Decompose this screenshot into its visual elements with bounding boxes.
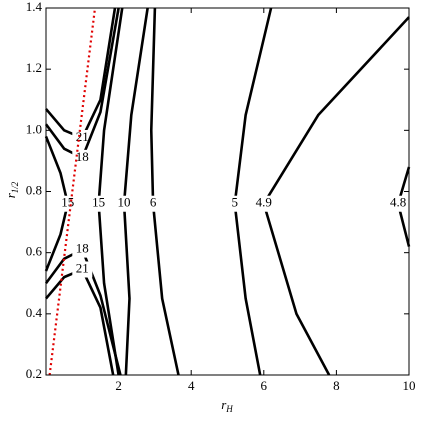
y-tick-label: 0.2 <box>26 366 42 381</box>
contour-label: 21 <box>76 129 89 144</box>
y-tick-label: 0.8 <box>26 182 42 197</box>
contour-line <box>122 7 149 376</box>
x-tick-label: 6 <box>261 378 268 393</box>
contour-label: 18 <box>76 149 89 164</box>
contour-label-bg <box>224 195 245 212</box>
contour-label-bg <box>253 195 274 212</box>
contour-label-bg <box>143 195 164 212</box>
contour-line <box>45 267 115 376</box>
contour-label: 6 <box>150 195 157 210</box>
contour-line <box>149 7 180 376</box>
contour-label: 21 <box>76 260 89 275</box>
x-tick-label: 2 <box>115 378 122 393</box>
reference-line <box>48 7 97 376</box>
contour-label: 10 <box>118 195 131 210</box>
contour-label: 5 <box>232 195 239 210</box>
y-tick-label: 1.2 <box>26 60 42 75</box>
x-label-main: r <box>221 397 227 412</box>
y-tick-label: 1.0 <box>26 121 42 136</box>
y-tick-label: 1.4 <box>26 0 43 14</box>
y-tick-label: 0.6 <box>26 244 43 259</box>
x-label-sub: H <box>225 404 233 414</box>
contour-label-bg <box>114 195 135 212</box>
contour-label: 15 <box>92 195 105 210</box>
contour-line <box>262 16 410 376</box>
contour-line <box>233 7 273 376</box>
contour-label-bg <box>72 261 93 278</box>
y-label-main: r <box>3 192 18 198</box>
contour-label: 4.8 <box>390 195 406 210</box>
y-axis-label: r1/2 <box>3 181 20 198</box>
contour-label: 18 <box>76 241 89 256</box>
y-tick-label: 0.4 <box>26 305 43 320</box>
contour-label-bg <box>388 195 409 212</box>
x-tick-label: 8 <box>333 378 340 393</box>
contour-label-bg <box>72 241 93 258</box>
contour-label-bg <box>57 195 78 212</box>
x-tick-label: 4 <box>188 378 195 393</box>
y-label-sub: 1/2 <box>10 181 20 193</box>
x-tick-label: 10 <box>403 378 416 393</box>
contour-label: 4.9 <box>256 195 272 210</box>
contour-label-bg <box>88 195 109 212</box>
contour-label-bg <box>72 149 93 166</box>
x-axis-label: rH <box>221 397 233 414</box>
contour-label: 15 <box>61 195 74 210</box>
